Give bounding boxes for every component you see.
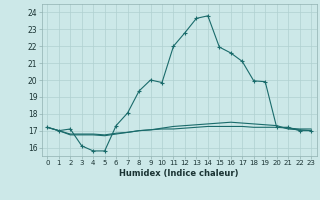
X-axis label: Humidex (Indice chaleur): Humidex (Indice chaleur) [119,169,239,178]
